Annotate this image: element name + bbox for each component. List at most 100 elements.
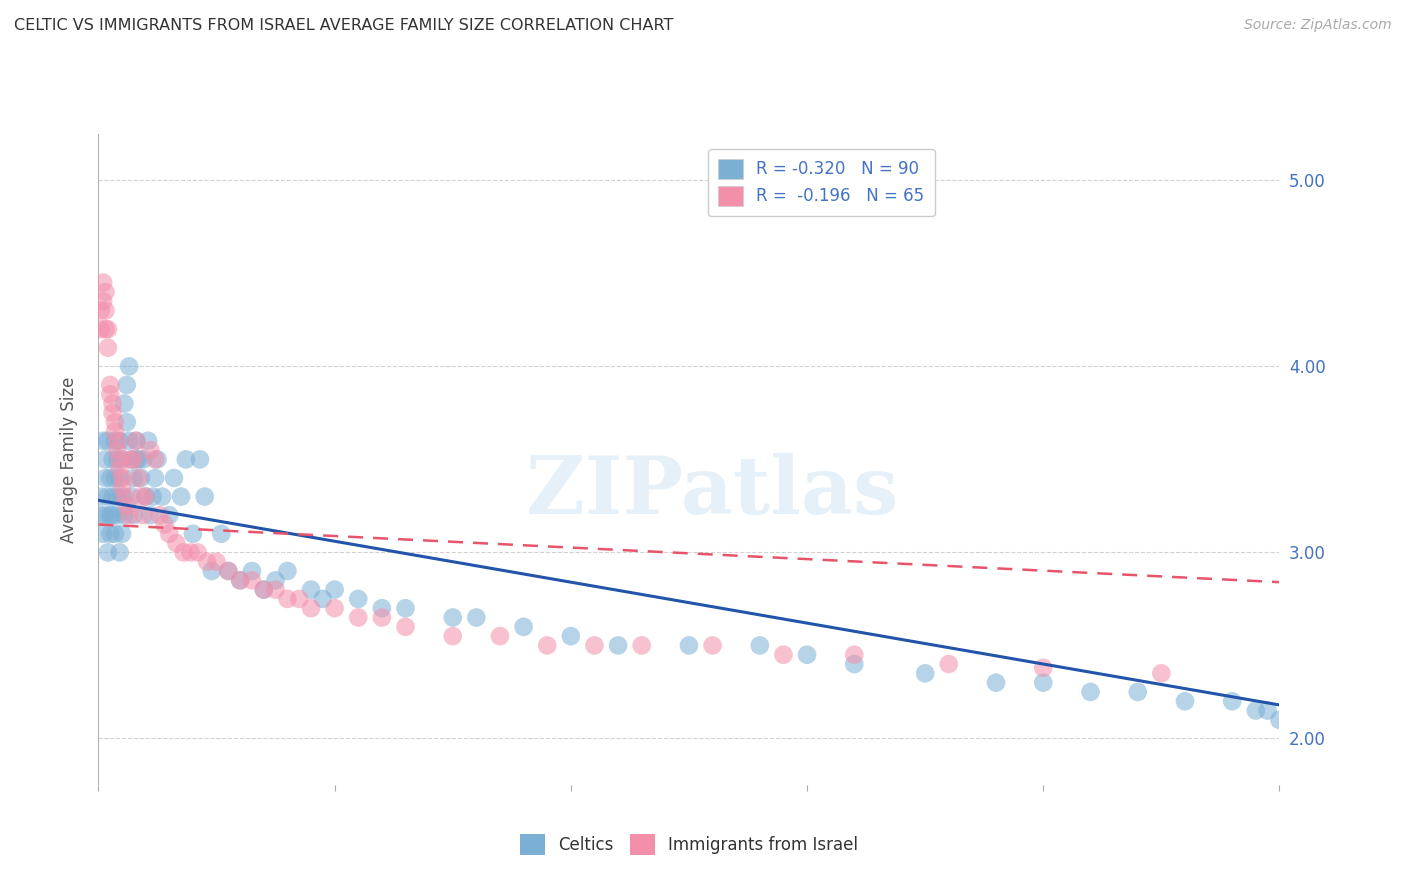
Point — [118, 508, 141, 523]
Point — [98, 526, 121, 541]
Point — [844, 657, 866, 671]
Point — [394, 601, 416, 615]
Point — [174, 452, 197, 467]
Point — [129, 490, 152, 504]
Point — [125, 434, 148, 448]
Point — [1080, 685, 1102, 699]
Point — [276, 591, 298, 606]
Point — [441, 629, 464, 643]
Point — [90, 303, 112, 318]
Point — [299, 601, 322, 615]
Point — [394, 620, 416, 634]
Point — [146, 452, 169, 467]
Point — [371, 601, 394, 615]
Point — [607, 639, 630, 653]
Point — [165, 536, 187, 550]
Point — [118, 359, 141, 374]
Point — [264, 574, 287, 588]
Point — [536, 639, 558, 653]
Point — [94, 471, 117, 485]
Point — [1268, 713, 1291, 727]
Point — [157, 508, 180, 523]
Point — [938, 657, 960, 671]
Point — [253, 582, 276, 597]
Point — [97, 490, 120, 504]
Point — [441, 610, 464, 624]
Point — [104, 471, 127, 485]
Legend: Celtics, Immigrants from Israel: Celtics, Immigrants from Israel — [513, 828, 865, 862]
Point — [1032, 661, 1054, 675]
Point — [240, 564, 263, 578]
Point — [678, 639, 700, 653]
Point — [105, 452, 128, 467]
Point — [194, 490, 217, 504]
Point — [748, 639, 770, 653]
Point — [97, 341, 120, 355]
Point — [91, 526, 114, 541]
Point — [984, 675, 1007, 690]
Point — [299, 582, 322, 597]
Point — [98, 471, 121, 485]
Point — [312, 591, 335, 606]
Point — [91, 276, 114, 290]
Point — [772, 648, 794, 662]
Point — [111, 526, 134, 541]
Point — [94, 303, 117, 318]
Point — [112, 396, 135, 410]
Point — [1126, 685, 1149, 699]
Point — [132, 452, 155, 467]
Point — [560, 629, 582, 643]
Point — [101, 406, 124, 420]
Point — [108, 461, 131, 475]
Point — [201, 564, 224, 578]
Point — [157, 526, 180, 541]
Point — [229, 574, 252, 588]
Point — [98, 508, 121, 523]
Point — [112, 490, 135, 504]
Point — [844, 648, 866, 662]
Point — [170, 490, 193, 504]
Point — [97, 545, 120, 559]
Point — [240, 574, 263, 588]
Point — [101, 396, 124, 410]
Point — [94, 322, 117, 336]
Point — [91, 434, 114, 448]
Point — [347, 610, 370, 624]
Point — [347, 591, 370, 606]
Point — [104, 425, 127, 439]
Point — [118, 434, 141, 448]
Text: Source: ZipAtlas.com: Source: ZipAtlas.com — [1244, 18, 1392, 32]
Point — [796, 648, 818, 662]
Point — [264, 582, 287, 597]
Point — [914, 666, 936, 681]
Point — [121, 452, 143, 467]
Point — [465, 610, 488, 624]
Point — [105, 434, 128, 448]
Point — [143, 452, 166, 467]
Point — [98, 378, 121, 392]
Point — [253, 582, 276, 597]
Point — [1257, 704, 1279, 718]
Point — [149, 508, 172, 523]
Point — [135, 490, 157, 504]
Point — [112, 508, 135, 523]
Point — [195, 555, 218, 569]
Point — [371, 610, 394, 624]
Point — [121, 452, 143, 467]
Point — [104, 434, 127, 448]
Point — [122, 452, 145, 467]
Point — [512, 620, 534, 634]
Point — [180, 545, 202, 559]
Point — [125, 452, 148, 467]
Point — [108, 434, 131, 448]
Point — [115, 415, 138, 429]
Text: CELTIC VS IMMIGRANTS FROM ISRAEL AVERAGE FAMILY SIZE CORRELATION CHART: CELTIC VS IMMIGRANTS FROM ISRAEL AVERAGE… — [14, 18, 673, 33]
Point — [128, 471, 150, 485]
Point — [115, 499, 138, 513]
Point — [1244, 704, 1267, 718]
Point — [136, 434, 159, 448]
Point — [150, 490, 173, 504]
Point — [142, 490, 165, 504]
Point — [489, 629, 512, 643]
Point — [108, 545, 131, 559]
